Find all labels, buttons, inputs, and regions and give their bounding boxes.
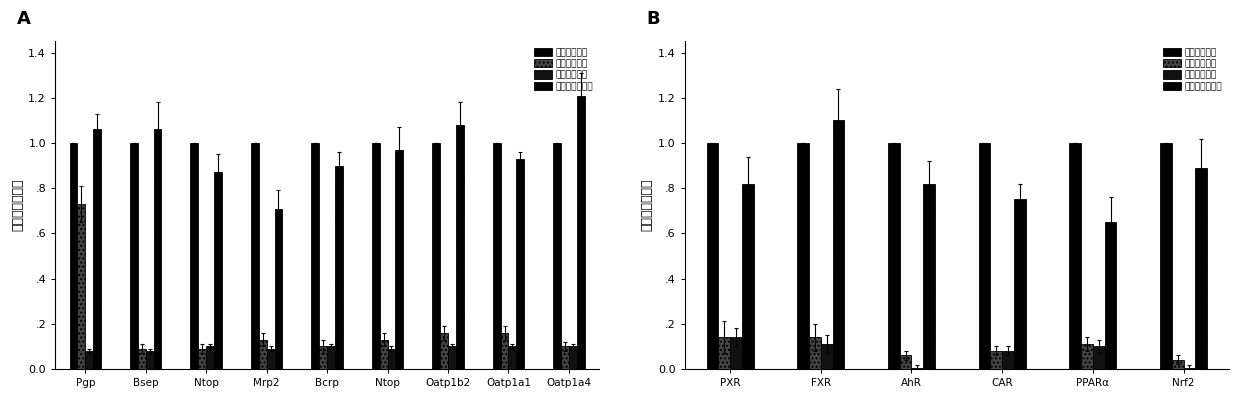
Bar <box>138 349 146 369</box>
Bar <box>433 143 440 369</box>
Bar <box>396 150 403 369</box>
Bar <box>911 368 924 369</box>
Bar <box>797 143 808 369</box>
Bar <box>978 143 991 369</box>
Bar <box>154 130 161 369</box>
Bar <box>508 346 516 369</box>
Bar <box>569 346 577 369</box>
Legend: 鼠尾纤维细胞, 小鼠肘脖细胞, 传统肘样细胞, 优化后肘样细胞: 鼠尾纤维细胞, 小鼠肘脖细胞, 传统肘样细胞, 优化后肘样细胞 <box>532 46 595 93</box>
Text: A: A <box>17 10 31 28</box>
Bar <box>492 143 501 369</box>
Bar <box>501 333 508 369</box>
Bar <box>77 204 86 369</box>
Bar <box>821 344 832 369</box>
Bar <box>86 351 93 369</box>
Bar <box>718 337 730 369</box>
Bar <box>1183 368 1195 369</box>
Bar <box>311 143 319 369</box>
Bar <box>319 346 327 369</box>
Bar <box>1069 143 1081 369</box>
Bar <box>146 351 154 369</box>
Bar <box>327 346 335 369</box>
Bar <box>388 349 396 369</box>
Bar <box>440 333 448 369</box>
Text: B: B <box>647 10 661 28</box>
Bar <box>191 143 198 369</box>
Bar <box>742 184 754 369</box>
Bar <box>832 120 844 369</box>
Bar <box>808 337 821 369</box>
Bar <box>888 143 900 369</box>
Bar <box>730 337 742 369</box>
Legend: 鼠尾纤维细胞, 小鼠肘脖细胞, 传统肘样细胞, 优化后肘样细胞: 鼠尾纤维细胞, 小鼠肘脖细胞, 传统肘样细胞, 优化后肘样细胞 <box>1162 46 1224 93</box>
Bar <box>130 143 138 369</box>
Bar <box>215 172 222 369</box>
Bar <box>259 340 267 369</box>
Bar <box>198 349 206 369</box>
Bar <box>456 125 464 369</box>
Bar <box>448 346 456 369</box>
Bar <box>991 351 1002 369</box>
Bar <box>1081 344 1092 369</box>
Bar <box>1092 346 1105 369</box>
Bar <box>900 356 911 369</box>
Bar <box>1159 143 1172 369</box>
Bar <box>1172 360 1183 369</box>
Bar <box>250 143 259 369</box>
Bar <box>924 184 935 369</box>
Bar <box>379 340 388 369</box>
Bar <box>69 143 77 369</box>
Y-axis label: 相对基因表达量: 相对基因表达量 <box>641 179 653 231</box>
Bar <box>372 143 379 369</box>
Bar <box>577 96 584 369</box>
Bar <box>560 346 569 369</box>
Bar <box>516 159 525 369</box>
Bar <box>274 209 283 369</box>
Bar <box>1105 222 1116 369</box>
Bar <box>707 143 718 369</box>
Bar <box>1195 168 1207 369</box>
Bar <box>1002 351 1014 369</box>
Bar <box>1014 200 1025 369</box>
Y-axis label: 相对基因表达量: 相对基因表达量 <box>11 179 24 231</box>
Bar <box>335 166 342 369</box>
Bar <box>267 349 274 369</box>
Bar <box>93 130 100 369</box>
Bar <box>553 143 560 369</box>
Bar <box>206 346 215 369</box>
